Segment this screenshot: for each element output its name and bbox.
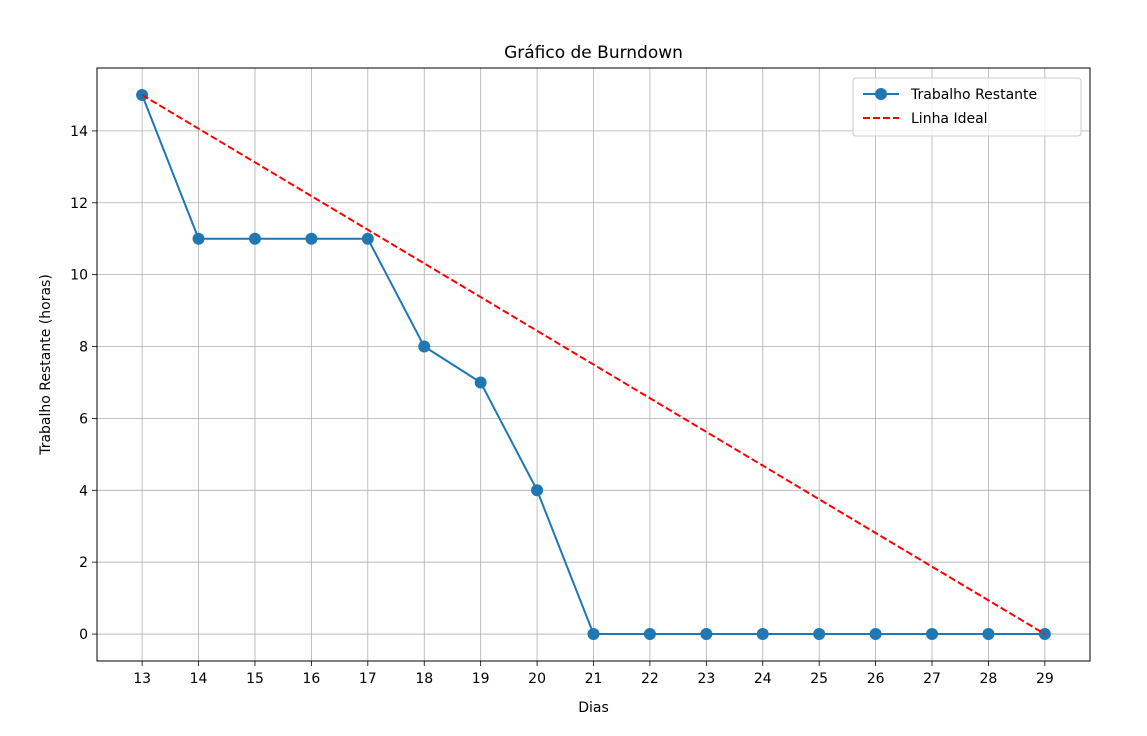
- x-tick-label: 27: [923, 671, 941, 687]
- legend: Trabalho Restante Linha Ideal: [852, 77, 1082, 137]
- y-tick-label: 0: [79, 627, 88, 643]
- data-point: [474, 376, 487, 389]
- y-tick-label: 10: [70, 268, 88, 284]
- x-axis-title: Dias: [578, 700, 609, 716]
- x-tick-label: 15: [246, 671, 264, 687]
- data-point: [813, 628, 826, 641]
- y-axis-title: Trabalho Restante (horas): [38, 274, 54, 456]
- data-point: [926, 628, 939, 641]
- data-point: [361, 232, 374, 245]
- x-tick-label: 18: [415, 671, 433, 687]
- data-point: [305, 232, 318, 245]
- ticks: 13 14 15 16 17 18 19 20 21 22 23 24 25 26 27 28 29024681…: [70, 124, 1054, 687]
- data-point: [756, 628, 769, 641]
- y-tick-label: 14: [70, 124, 88, 140]
- x-tick-label: 24: [754, 671, 772, 687]
- series-line-1: [141, 94, 1046, 635]
- x-tick-label: 23: [697, 671, 715, 687]
- x-tick-label: 17: [359, 671, 377, 687]
- x-tick-label: 29: [1036, 671, 1054, 687]
- x-tick-label: 20: [528, 671, 546, 687]
- y-tick-label: 2: [79, 555, 88, 571]
- x-tick-label: 21: [585, 671, 603, 687]
- data-point: [587, 628, 600, 641]
- data-point: [643, 628, 656, 641]
- legend-marker: [875, 88, 887, 100]
- y-tick-label: 12: [70, 196, 88, 212]
- x-tick-label: 25: [810, 671, 828, 687]
- y-tick-label: 6: [79, 411, 88, 427]
- chart-title: Gráfico de Burndown: [504, 43, 683, 63]
- y-tick-label: 4: [79, 483, 88, 499]
- x-tick-label: 26: [867, 671, 885, 687]
- x-tick-label: 13: [133, 671, 151, 687]
- data-point: [700, 628, 713, 641]
- series-layer: [136, 88, 1051, 641]
- x-tick-label: 16: [302, 671, 320, 687]
- legend-label: Trabalho Restante: [910, 87, 1037, 103]
- legend-label: Linha Ideal: [911, 111, 988, 127]
- data-point: [248, 232, 261, 245]
- x-tick-label: 28: [980, 671, 998, 687]
- x-tick-label: 22: [641, 671, 659, 687]
- data-point: [982, 628, 995, 641]
- y-tick-label: 8: [79, 340, 88, 356]
- data-point: [869, 628, 882, 641]
- data-point: [531, 484, 544, 497]
- data-point: [192, 232, 205, 245]
- x-tick-label: 14: [190, 671, 208, 687]
- x-tick-label: 19: [472, 671, 490, 687]
- legend-box: [852, 77, 1082, 137]
- data-point: [418, 340, 431, 353]
